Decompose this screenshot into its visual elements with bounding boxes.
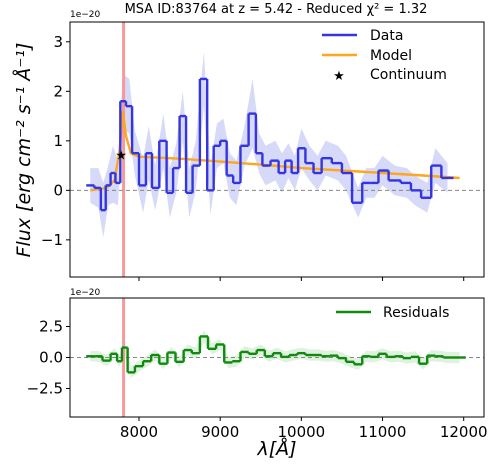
residuals-y-ticks: −2.5 0.0 2.5 (27, 318, 70, 397)
flux-legend: Data Model ★ Continuum (322, 28, 447, 84)
flux-y-ticks: −1 0 1 2 3 (41, 33, 465, 281)
legend-model-label: Model (370, 48, 412, 64)
legend-data-label: Data (370, 28, 403, 44)
bottom-offset-label: 1e−20 (70, 288, 101, 298)
x-tick-label: 10000 (277, 423, 325, 441)
y-tick-label: −2.5 (27, 379, 63, 397)
residuals-legend: Residuals (336, 305, 449, 321)
residuals-x-ticks: 8000 9000 10000 11000 12000 (120, 417, 488, 441)
y-tick-label: 2.5 (39, 318, 63, 336)
x-tick-label: 9000 (201, 423, 239, 441)
y-tick-label: −1 (41, 231, 63, 249)
data-band (90, 51, 448, 238)
flux-axes-frame (69, 21, 485, 278)
flux-panel: ★ (70, 22, 484, 277)
wavelength-x-label: λ[Å] (256, 437, 296, 460)
x-tick-label: 11000 (359, 423, 407, 441)
x-tick-label: 8000 (120, 423, 158, 441)
top-offset-label: 1e−20 (70, 10, 101, 20)
residuals-panel (70, 298, 484, 417)
flux-y-label: Flux [erg cm⁻² s⁻¹ Å⁻¹] (12, 43, 35, 258)
residuals-steps (86, 335, 466, 374)
y-tick-label: 2 (53, 82, 63, 100)
chart-title: MSA ID:83764 at z = 5.42 - Reduced χ² = … (125, 2, 428, 17)
flux-error-band (90, 51, 448, 238)
legend-residuals-label: Residuals (383, 305, 449, 321)
legend-continuum-label: Continuum (370, 67, 447, 83)
y-tick-label: 0.0 (39, 349, 63, 367)
y-tick-label: 3 (53, 33, 63, 51)
continuum-marker: ★ (115, 149, 127, 164)
y-tick-label: 0 (53, 181, 63, 199)
continuum-point: ★ (115, 149, 127, 164)
x-tick-label: 12000 (440, 423, 488, 441)
legend-continuum-star-icon: ★ (333, 69, 345, 84)
y-tick-label: 1 (53, 132, 63, 150)
data-steps (86, 77, 454, 212)
